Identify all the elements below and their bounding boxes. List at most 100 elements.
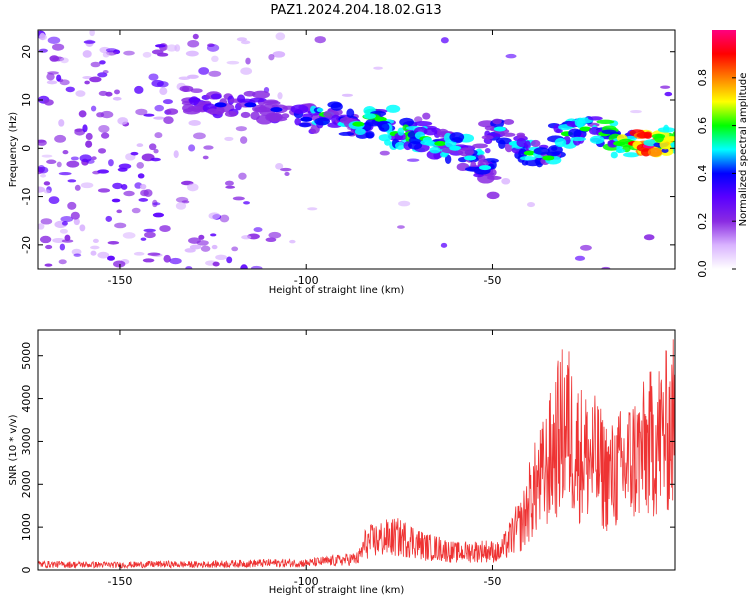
spectrogram-ridge-blob <box>587 116 603 121</box>
spectrogram-blob <box>486 191 500 200</box>
colorbar-tick-label: 0.6 <box>696 117 709 135</box>
spectrogram-ridge-blob <box>589 135 605 144</box>
spectrogram-blob <box>224 180 234 186</box>
snr-y-label: SNR (10 * v/v) <box>8 414 19 485</box>
spectrogram-ridge-blob <box>363 113 376 120</box>
spectrogram-blob <box>85 132 93 141</box>
spectrogram-blob <box>231 246 239 252</box>
spectrogram-ridge-blob <box>298 122 312 128</box>
spectrogram-blob <box>240 136 248 144</box>
snr-frame <box>37 329 676 571</box>
spectrogram-ridge-peak <box>464 155 477 161</box>
spectrogram-x-tick-label: -150 <box>107 274 132 287</box>
spectrogram-ridge-blob <box>530 139 541 148</box>
spectrogram-ridge-blob <box>647 147 663 157</box>
spectrogram-blob <box>140 183 147 190</box>
spectrogram-blob <box>250 265 263 269</box>
spectrogram-blob <box>275 163 284 170</box>
spectrogram-x-tick-label: -100 <box>294 274 319 287</box>
spectrogram-blob <box>70 211 80 220</box>
spectrogram-ridge-peak <box>579 126 592 132</box>
spectrogram-ridge-blob <box>643 131 653 139</box>
spectrogram-blob <box>56 74 62 82</box>
spectrogram-blob <box>198 234 205 240</box>
spectrogram-blob <box>46 72 55 81</box>
spectrogram-ridge-blob <box>269 116 288 122</box>
spectrogram-ridge-blob <box>615 148 626 153</box>
spectrogram-blob <box>190 88 203 94</box>
snr-x-tick-label: -50 <box>483 575 501 588</box>
spectrogram-blob <box>134 85 144 94</box>
spectrogram-ridge-blob <box>601 129 617 135</box>
spectrogram-blob <box>73 218 80 226</box>
spectrogram-blob <box>40 218 53 225</box>
spectrogram-blob <box>630 109 642 114</box>
spectrogram-ridge-blob <box>243 90 256 97</box>
spectrogram-blob <box>189 244 202 250</box>
spectrogram-ridge-blob <box>429 146 441 154</box>
colorbar-label: Normalized spectral amplitude <box>738 73 749 227</box>
spectrogram-blob <box>240 264 248 269</box>
spectrogram-ridge-blob <box>492 118 502 125</box>
colorbar-ticks: 0.0 0.2 0.4 0.6 0.8 <box>696 69 736 278</box>
spectrogram-blob <box>131 207 141 214</box>
snr-x-label: Height of straight line (km) <box>269 585 405 596</box>
spectrogram-blob <box>245 57 251 65</box>
spectrogram-ridge-blob <box>546 151 560 157</box>
spectrogram-blob <box>148 73 159 81</box>
spectrogram-ridge-peak <box>434 140 447 146</box>
spectrogram-ridge-blob <box>440 151 448 158</box>
spectrogram-blob <box>108 159 114 167</box>
spectrogram-blob <box>484 148 491 154</box>
colorbar-gradient <box>712 30 736 269</box>
snr-y-tick-label: 5000 <box>20 342 33 370</box>
spectrogram-blob <box>80 182 94 189</box>
spectrogram-blob <box>142 51 152 58</box>
spectrogram-blob <box>169 257 182 265</box>
spectrogram-blob <box>314 36 326 44</box>
spectrogram-ridge-peak <box>300 116 313 122</box>
spectrogram-blob <box>51 43 65 51</box>
spectrogram-ridge-blob <box>210 93 222 100</box>
spectrogram-ridge-blob <box>314 117 330 126</box>
spectrogram-x-label: Height of straight line (km) <box>269 285 405 296</box>
spectrogram-blob <box>185 50 199 57</box>
spectrogram-ridge-blob <box>206 108 219 115</box>
spectrogram-blob <box>136 162 144 169</box>
spectrogram-blob <box>98 124 110 133</box>
spectrogram-blob <box>501 177 511 185</box>
spectrogram-blob <box>99 60 106 65</box>
spectrogram-blob <box>114 222 127 229</box>
spectrogram-blob <box>135 108 148 116</box>
spectrogram-blob <box>208 70 222 77</box>
spectrogram-blob <box>112 96 122 101</box>
snr-series-line <box>38 339 675 570</box>
spectrogram-blob <box>243 201 250 205</box>
spectrogram-ridge-peak <box>374 116 387 122</box>
spectrogram-ridge-peak <box>188 97 201 103</box>
spectrogram-blob <box>226 60 240 65</box>
spectrogram-blob <box>143 113 155 117</box>
snr-panel: -150 -100 -50 0 1000 2000 3000 4000 5000 Height … <box>8 329 676 596</box>
spectrogram-blob <box>75 90 86 97</box>
spectrogram-blob <box>112 182 123 190</box>
spectrogram-blob <box>166 44 178 52</box>
spectrogram-blob <box>97 72 108 78</box>
spectrogram-ridge-blob <box>516 137 527 148</box>
spectrogram-ridge-peak <box>214 102 227 108</box>
spectrogram-ridge-blob <box>182 103 195 113</box>
spectrogram-blob <box>89 76 102 83</box>
spectrogram-blob <box>193 132 206 140</box>
spectrogram-blob <box>65 86 75 93</box>
spectrogram-blob <box>66 160 80 168</box>
spectrogram-blob <box>91 156 97 161</box>
snr-y-tick-label: 1000 <box>20 513 33 541</box>
spectrogram-ridge-blob <box>659 139 672 150</box>
spectrogram-blob <box>58 259 67 265</box>
spectrogram-blob <box>159 225 171 233</box>
spectrogram-frame <box>37 29 676 270</box>
spectrogram-blob <box>198 67 210 75</box>
spectrogram-ridge-blob <box>520 155 536 161</box>
spectrogram-blob <box>44 263 53 267</box>
spectrogram-ridge-blob <box>570 136 587 142</box>
